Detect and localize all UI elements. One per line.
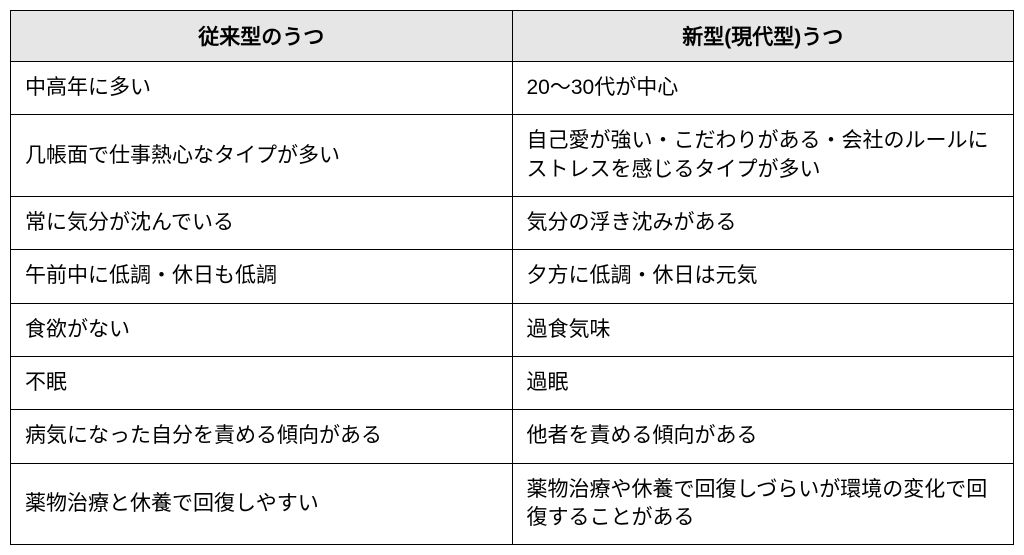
table-row: 病気になった自分を責める傾向がある 他者を責める傾向がある (11, 410, 1014, 463)
cell-modern: 気分の浮き沈みがある (512, 197, 1014, 250)
comparison-table: 従来型のうつ 新型(現代型)うつ 中高年に多い 20～30代が中心 几帳面で仕事… (10, 10, 1014, 545)
cell-modern: 自己愛が強い・こだわりがある・会社のルールにストレスを感じるタイプが多い (512, 115, 1014, 197)
cell-modern: 薬物治療や休養で回復しづらいが環境の変化で回復することがある (512, 463, 1014, 545)
cell-modern: 過食気味 (512, 303, 1014, 356)
cell-modern: 20～30代が中心 (512, 62, 1014, 115)
cell-conventional: 不眠 (11, 357, 513, 410)
table-header: 従来型のうつ 新型(現代型)うつ (11, 11, 1014, 62)
table-row: 薬物治療と休養で回復しやすい 薬物治療や休養で回復しづらいが環境の変化で回復する… (11, 463, 1014, 545)
table-header-row: 従来型のうつ 新型(現代型)うつ (11, 11, 1014, 62)
cell-modern: 夕方に低調・休日は元気 (512, 250, 1014, 303)
table-row: 食欲がない 過食気味 (11, 303, 1014, 356)
cell-conventional: 病気になった自分を責める傾向がある (11, 410, 513, 463)
table-row: 几帳面で仕事熱心なタイプが多い 自己愛が強い・こだわりがある・会社のルールにスト… (11, 115, 1014, 197)
table-row: 午前中に低調・休日も低調 夕方に低調・休日は元気 (11, 250, 1014, 303)
table-body: 中高年に多い 20～30代が中心 几帳面で仕事熱心なタイプが多い 自己愛が強い・… (11, 62, 1014, 545)
table-row: 不眠 過眠 (11, 357, 1014, 410)
cell-modern: 過眠 (512, 357, 1014, 410)
cell-conventional: 食欲がない (11, 303, 513, 356)
cell-conventional: 常に気分が沈んでいる (11, 197, 513, 250)
table-row: 中高年に多い 20～30代が中心 (11, 62, 1014, 115)
cell-modern: 他者を責める傾向がある (512, 410, 1014, 463)
cell-conventional: 几帳面で仕事熱心なタイプが多い (11, 115, 513, 197)
cell-conventional: 中高年に多い (11, 62, 513, 115)
cell-conventional: 薬物治療と休養で回復しやすい (11, 463, 513, 545)
table-row: 常に気分が沈んでいる 気分の浮き沈みがある (11, 197, 1014, 250)
column-header-conventional: 従来型のうつ (11, 11, 513, 62)
column-header-modern: 新型(現代型)うつ (512, 11, 1014, 62)
cell-conventional: 午前中に低調・休日も低調 (11, 250, 513, 303)
